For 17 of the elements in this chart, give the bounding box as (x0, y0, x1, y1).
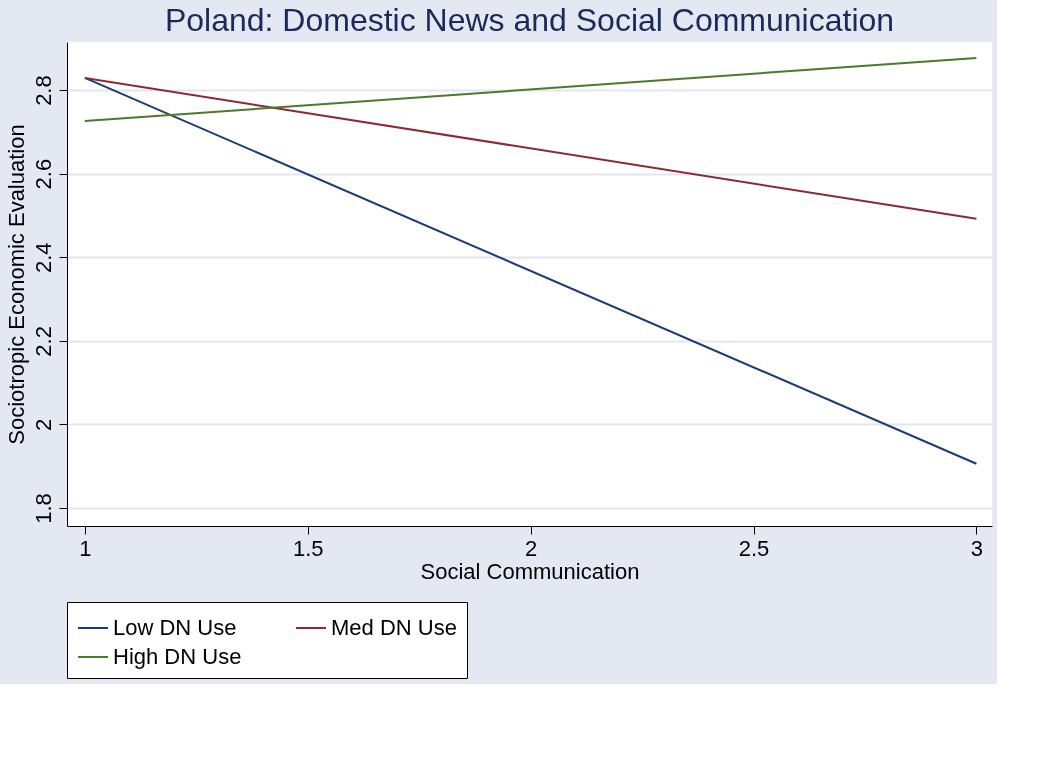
y-tick-label: 1.8 (30, 493, 56, 524)
x-axis-title: Social Communication (420, 558, 640, 584)
x-tick-label: 1.5 (292, 535, 324, 561)
y-axis-title: Sociotropic Economic Evaluation (3, 124, 29, 445)
legend-label: Med DN Use (331, 615, 457, 640)
legend-label: Low DN Use (113, 615, 237, 640)
y-tick-label: 2.6 (30, 158, 56, 190)
legend-label: High DN Use (113, 644, 242, 669)
y-tick-label: 2.8 (30, 75, 56, 106)
x-tick-label: 3 (970, 535, 984, 561)
x-tick-label: 2.5 (738, 535, 770, 561)
x-tick-label: 1 (79, 535, 92, 561)
x-tick-label: 2 (524, 535, 538, 561)
y-tick-label: 2.4 (30, 242, 56, 274)
y-tick-label: 2.2 (30, 326, 56, 357)
chart-title: Poland: Domestic News and Social Communication (164, 2, 895, 38)
y-tick-label: 2 (30, 418, 56, 432)
